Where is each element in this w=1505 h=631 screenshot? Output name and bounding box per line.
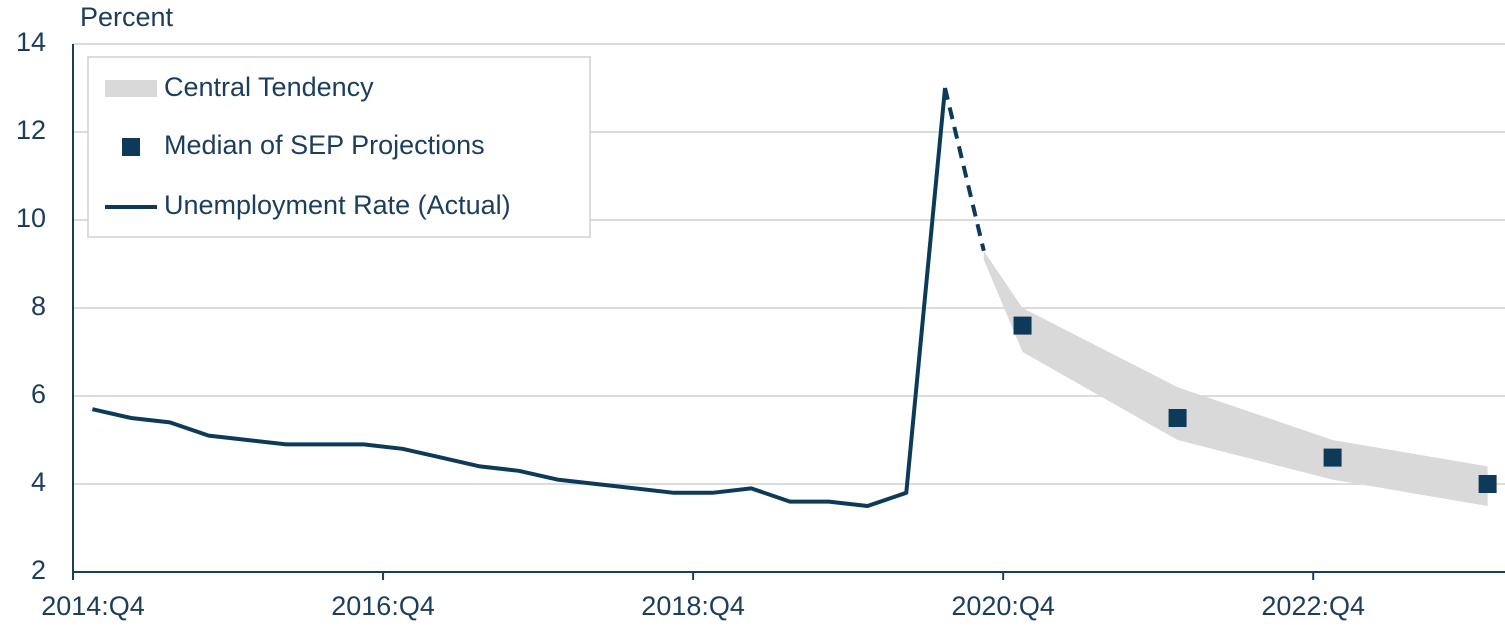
legend: Central Tendency Median of SEP Projection…: [87, 56, 591, 238]
y-tick-label: 14: [16, 27, 46, 57]
y-axis-label: Percent: [80, 2, 174, 32]
y-tick-label: 12: [16, 115, 46, 145]
x-tick-label: 2018:Q4: [641, 591, 745, 621]
median-marker: [1478, 475, 1497, 493]
x-tick-label: 2020:Q4: [951, 591, 1055, 621]
y-tick-label: 6: [31, 379, 46, 409]
legend-swatch: [105, 80, 157, 97]
actual-line: [91, 87, 948, 508]
y-tick-label: 8: [31, 291, 46, 321]
legend-label: Median of SEP Projections: [164, 130, 485, 160]
x-tick-label: 2022:Q4: [1261, 591, 1365, 621]
legend-swatch: [122, 138, 140, 156]
median-marker: [1323, 448, 1342, 467]
median-marker: [1168, 409, 1187, 427]
y-tick-label: 10: [16, 203, 46, 233]
median-marker: [1013, 316, 1032, 335]
legend-label: Unemployment Rate (Actual): [164, 190, 511, 220]
x-tick-label: 2016:Q4: [331, 591, 435, 621]
x-tick-label: 2014:Q4: [41, 591, 145, 621]
y-tick-label: 2: [31, 555, 46, 585]
projected-line: [943, 87, 986, 252]
legend-label: Central Tendency: [164, 72, 374, 102]
central-tendency-band: [983, 250, 1488, 506]
legend-box: [87, 56, 591, 238]
y-tick-label: 4: [31, 467, 46, 497]
